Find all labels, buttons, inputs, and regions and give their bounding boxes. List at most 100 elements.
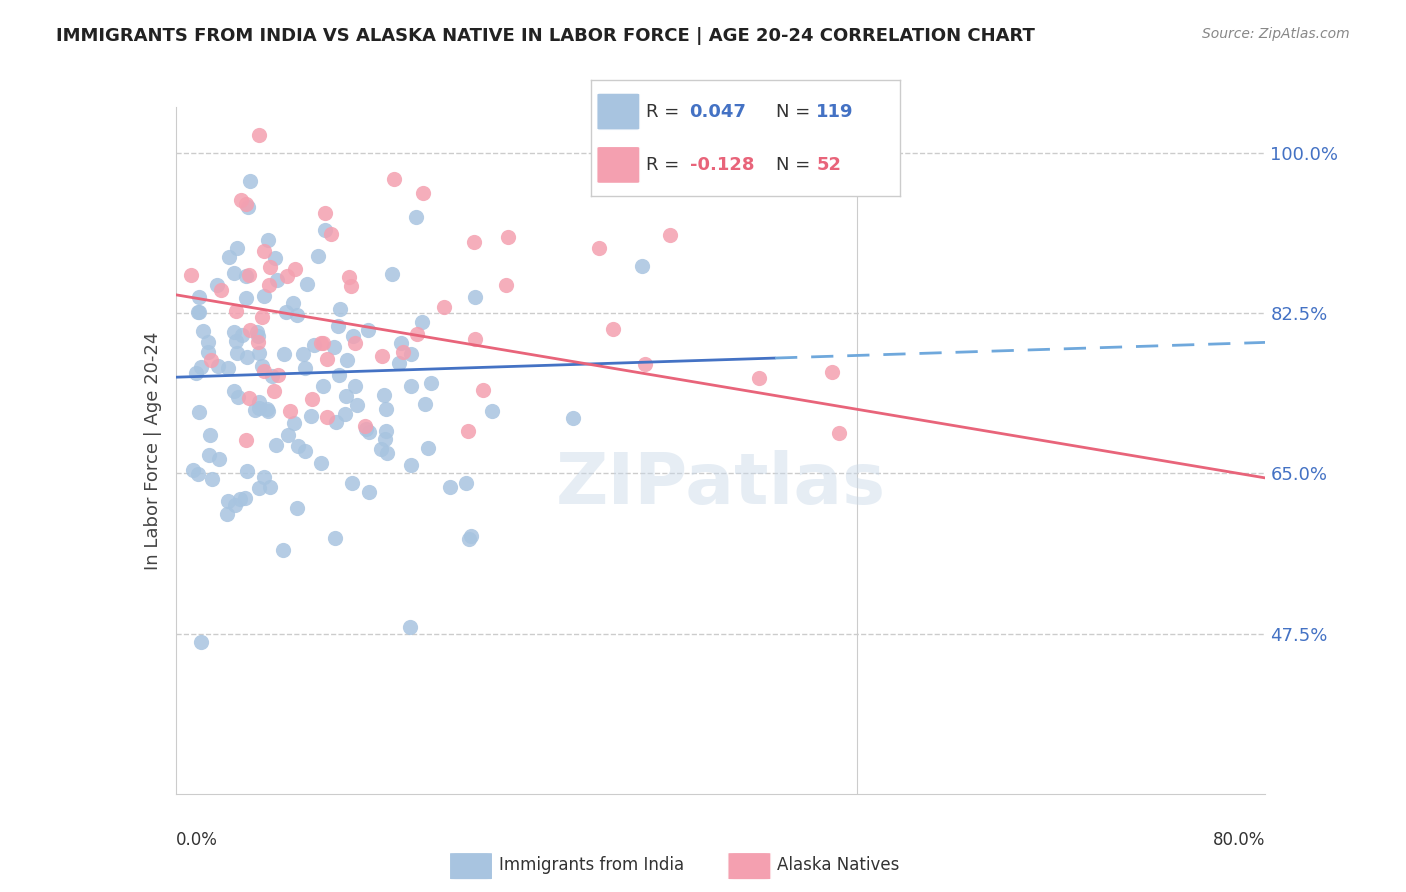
- Point: [374, 424, 396, 438]
- Point: [291, 347, 314, 361]
- Point: [312, 379, 335, 393]
- Point: [235, 269, 257, 284]
- Point: [454, 476, 477, 491]
- Point: [323, 532, 346, 546]
- Point: [222, 266, 245, 280]
- Point: [439, 479, 461, 493]
- Point: [399, 346, 422, 360]
- Point: [311, 336, 333, 351]
- Point: [356, 323, 378, 337]
- Point: [375, 401, 398, 416]
- Point: [634, 357, 657, 371]
- Point: [588, 241, 610, 255]
- Point: [235, 196, 257, 211]
- Point: [253, 470, 276, 484]
- Point: [229, 491, 252, 506]
- Point: [252, 244, 274, 258]
- Point: [336, 352, 359, 367]
- Point: [186, 366, 208, 380]
- Point: [391, 345, 413, 359]
- Point: [301, 392, 323, 406]
- Point: [307, 249, 329, 263]
- Point: [374, 432, 396, 446]
- Point: [262, 368, 284, 383]
- Point: [236, 351, 259, 365]
- Point: [399, 379, 422, 393]
- Point: [827, 426, 849, 441]
- Point: [239, 174, 262, 188]
- Point: [370, 442, 392, 456]
- Point: [283, 296, 305, 310]
- Point: [413, 397, 436, 411]
- Point: [377, 445, 399, 459]
- Point: [224, 325, 246, 339]
- Point: [271, 543, 294, 558]
- Point: [201, 471, 224, 485]
- Point: [247, 346, 270, 360]
- Point: [231, 328, 253, 343]
- Point: [187, 467, 209, 481]
- Point: [247, 395, 270, 409]
- Point: [256, 401, 278, 416]
- Point: [266, 273, 288, 287]
- Point: [457, 424, 479, 438]
- Point: [346, 398, 368, 412]
- Point: [208, 452, 231, 467]
- Point: [250, 310, 273, 324]
- Text: R =: R =: [647, 156, 679, 174]
- Point: [197, 335, 219, 350]
- Point: [304, 338, 326, 352]
- Point: [325, 415, 347, 429]
- Point: [458, 532, 481, 546]
- Point: [267, 368, 290, 382]
- Point: [373, 388, 395, 402]
- Point: [312, 336, 335, 351]
- Point: [264, 251, 287, 265]
- Point: [297, 277, 319, 291]
- Point: [226, 391, 249, 405]
- Point: [328, 368, 350, 382]
- Point: [344, 336, 367, 351]
- Point: [381, 267, 404, 281]
- Point: [472, 383, 495, 397]
- Point: [236, 465, 259, 479]
- Point: [226, 345, 249, 359]
- Point: [464, 332, 486, 346]
- Point: [217, 493, 239, 508]
- FancyBboxPatch shape: [728, 853, 770, 880]
- Point: [406, 327, 429, 342]
- Point: [284, 262, 307, 277]
- Point: [217, 507, 239, 521]
- Point: [405, 210, 427, 224]
- Point: [357, 425, 380, 440]
- Point: [252, 289, 274, 303]
- Text: Immigrants from India: Immigrants from India: [499, 856, 683, 874]
- Point: [225, 304, 247, 318]
- Point: [285, 501, 308, 516]
- Point: [316, 410, 339, 425]
- FancyBboxPatch shape: [596, 93, 640, 130]
- Point: [233, 491, 256, 506]
- Point: [460, 529, 482, 543]
- Point: [354, 419, 377, 434]
- Point: [463, 235, 485, 249]
- Point: [179, 268, 201, 282]
- Text: ZIPatlas: ZIPatlas: [555, 450, 886, 519]
- Point: [235, 433, 257, 447]
- Text: Source: ZipAtlas.com: Source: ZipAtlas.com: [1202, 27, 1350, 41]
- Point: [252, 359, 274, 373]
- Point: [382, 171, 405, 186]
- Text: Alaska Natives: Alaska Natives: [778, 856, 900, 874]
- Point: [411, 315, 433, 329]
- Point: [209, 283, 232, 297]
- Point: [247, 128, 270, 142]
- Point: [748, 371, 770, 385]
- Point: [198, 448, 221, 462]
- Point: [496, 230, 519, 244]
- Point: [658, 227, 681, 242]
- Point: [191, 324, 214, 338]
- Point: [328, 319, 350, 334]
- Point: [200, 352, 222, 367]
- Point: [257, 404, 280, 418]
- Point: [190, 635, 212, 649]
